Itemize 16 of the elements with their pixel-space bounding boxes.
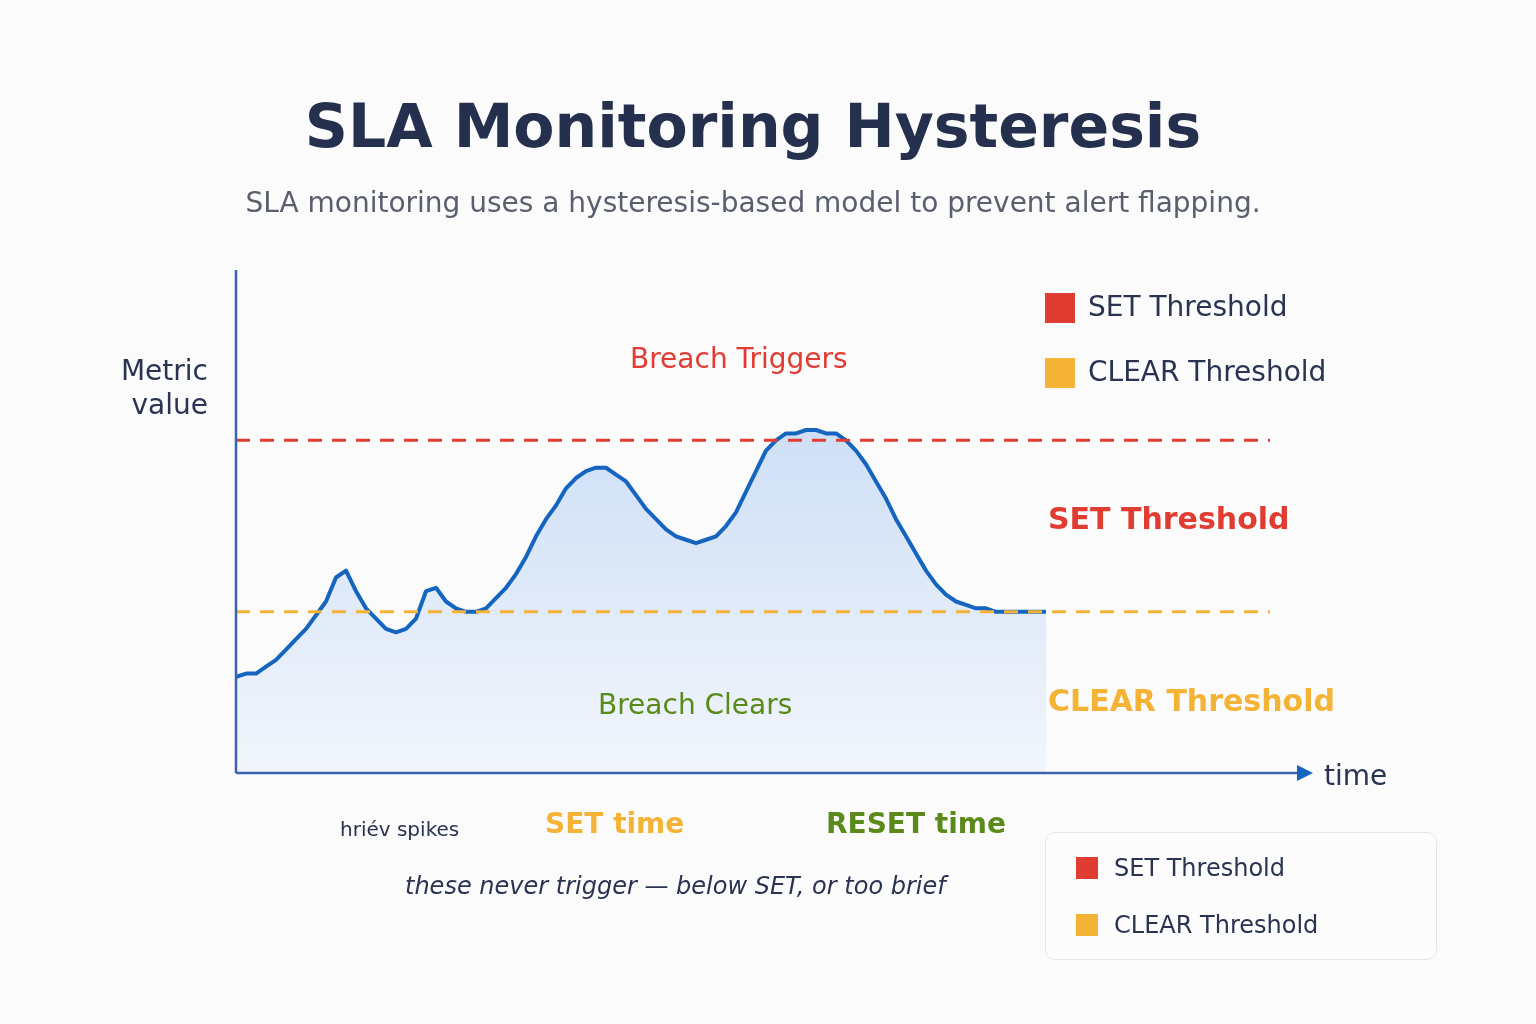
legend-label: CLEAR Threshold	[1088, 355, 1327, 388]
text: CLEAR Threshold	[1114, 911, 1319, 939]
text: time	[1324, 759, 1388, 792]
text: these never trigger — below SET, or too brief	[405, 872, 950, 900]
text: Breach Triggers	[630, 342, 848, 375]
chart-title: SLA Monitoring Hysteresis	[304, 90, 1202, 161]
chart-subtitle: SLA monitoring uses a hysteresis-based model to prevent alert flapping.	[245, 185, 1261, 219]
text: SET Threshold	[1048, 501, 1290, 536]
text: RESET time	[826, 807, 1006, 840]
legend-label: SET Threshold	[1088, 290, 1288, 323]
text: SET time	[545, 807, 685, 840]
y-axis-title: Metric value	[120, 354, 208, 421]
text: hriév spikes	[340, 817, 460, 841]
text: CLEAR Threshold	[1048, 683, 1335, 718]
text: SET Threshold	[1114, 854, 1285, 882]
annotation: Breach Clears	[598, 688, 793, 721]
